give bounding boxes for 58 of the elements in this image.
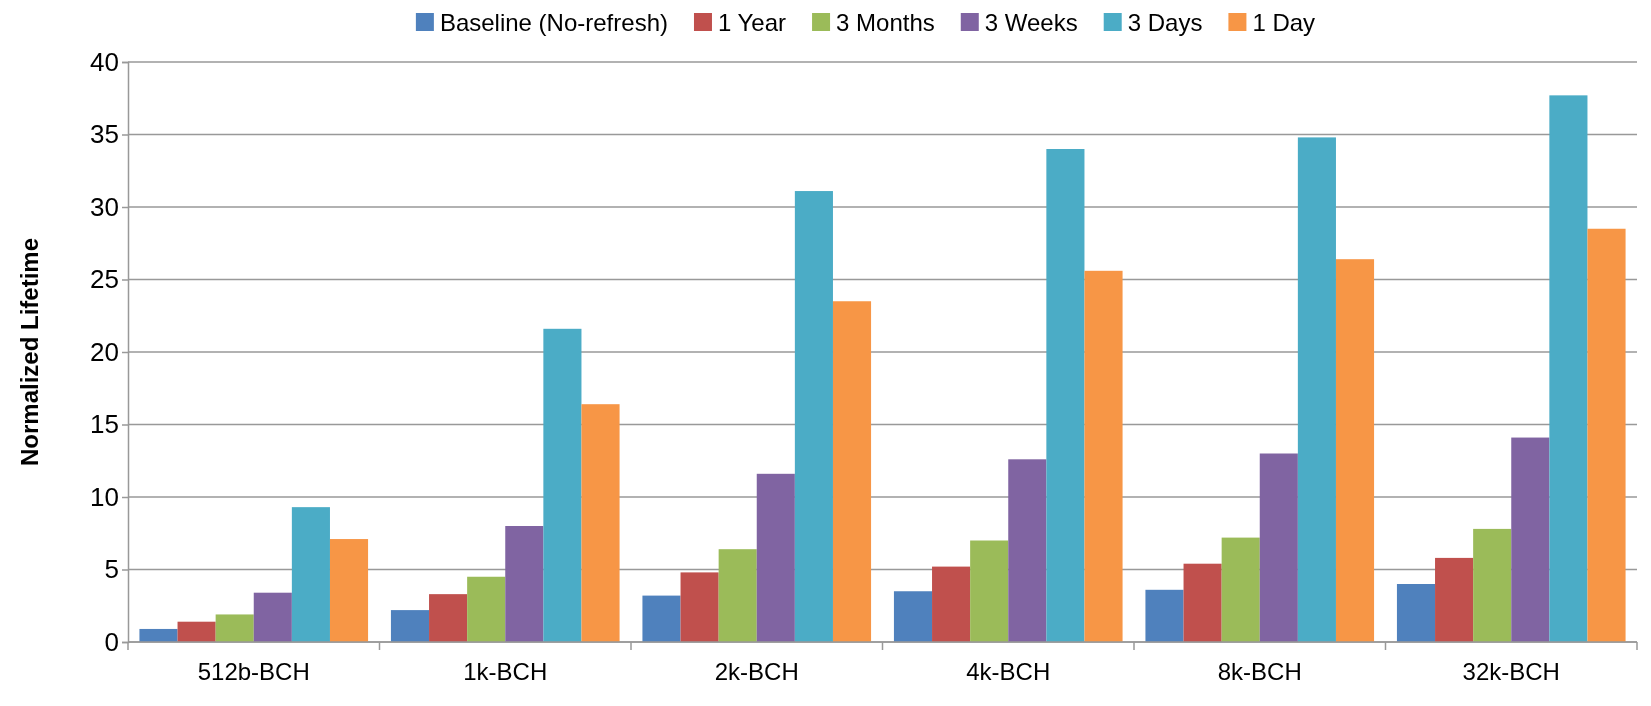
legend-label: 1 Year (717, 9, 787, 36)
bar (1587, 228, 1626, 642)
legend-label: 3 Months (836, 9, 935, 36)
bar (1396, 584, 1436, 642)
legend-label: Baseline (No-refresh) (439, 9, 668, 36)
bar (467, 576, 506, 642)
x-tick-label: 512b-BCH (197, 658, 310, 685)
y-tick-label: 25 (90, 264, 119, 295)
bar (893, 591, 933, 642)
bar (794, 191, 833, 642)
bar (1335, 259, 1375, 642)
y-tick-label: 40 (90, 46, 119, 77)
x-tick-label: 4k-BCH (966, 658, 1051, 685)
y-tick-label: 5 (104, 554, 119, 585)
y-tick-label: 15 (90, 409, 119, 440)
legend-label: 3 Weeks (984, 9, 1078, 36)
y-tick-label: 10 (90, 481, 119, 512)
bar (390, 610, 430, 642)
bar (505, 526, 544, 642)
bar (1297, 137, 1336, 642)
bar (581, 404, 620, 642)
bar (970, 540, 1009, 642)
bar (139, 628, 178, 642)
bar (718, 549, 757, 642)
x-tick-label: 32k-BCH (1462, 658, 1560, 685)
bar (329, 539, 369, 642)
bar (756, 473, 795, 642)
x-tick-label: 2k-BCH (714, 658, 799, 685)
y-tick-label: 0 (104, 626, 119, 657)
bar (1435, 557, 1474, 642)
bar (932, 566, 971, 642)
bar (680, 572, 719, 642)
bar (1183, 563, 1222, 642)
bar (253, 592, 292, 642)
bar (291, 507, 330, 642)
legend-label: 1 Day (1252, 9, 1316, 36)
bar (1549, 95, 1588, 642)
legend-label: 3 Days (1127, 9, 1203, 36)
y-tick-label: 20 (90, 336, 119, 367)
bar (1473, 528, 1512, 642)
x-tick-label: 1k-BCH (463, 658, 548, 685)
bar (1084, 270, 1123, 642)
bar (1511, 437, 1550, 642)
x-tick-label: 8k-BCH (1217, 658, 1302, 685)
bar (1221, 537, 1260, 642)
y-axis-title: Normalized Lifetime (16, 237, 43, 467)
bar (429, 594, 468, 642)
bar (1046, 149, 1085, 642)
bar (832, 301, 872, 642)
bar (1259, 453, 1298, 642)
bar (177, 621, 216, 642)
y-tick-label: 35 (90, 119, 119, 150)
bar (543, 328, 582, 642)
bar (1008, 459, 1047, 642)
y-tick-label: 30 (90, 191, 119, 222)
bar (1145, 589, 1184, 642)
bar (642, 595, 681, 642)
bar (215, 614, 254, 642)
